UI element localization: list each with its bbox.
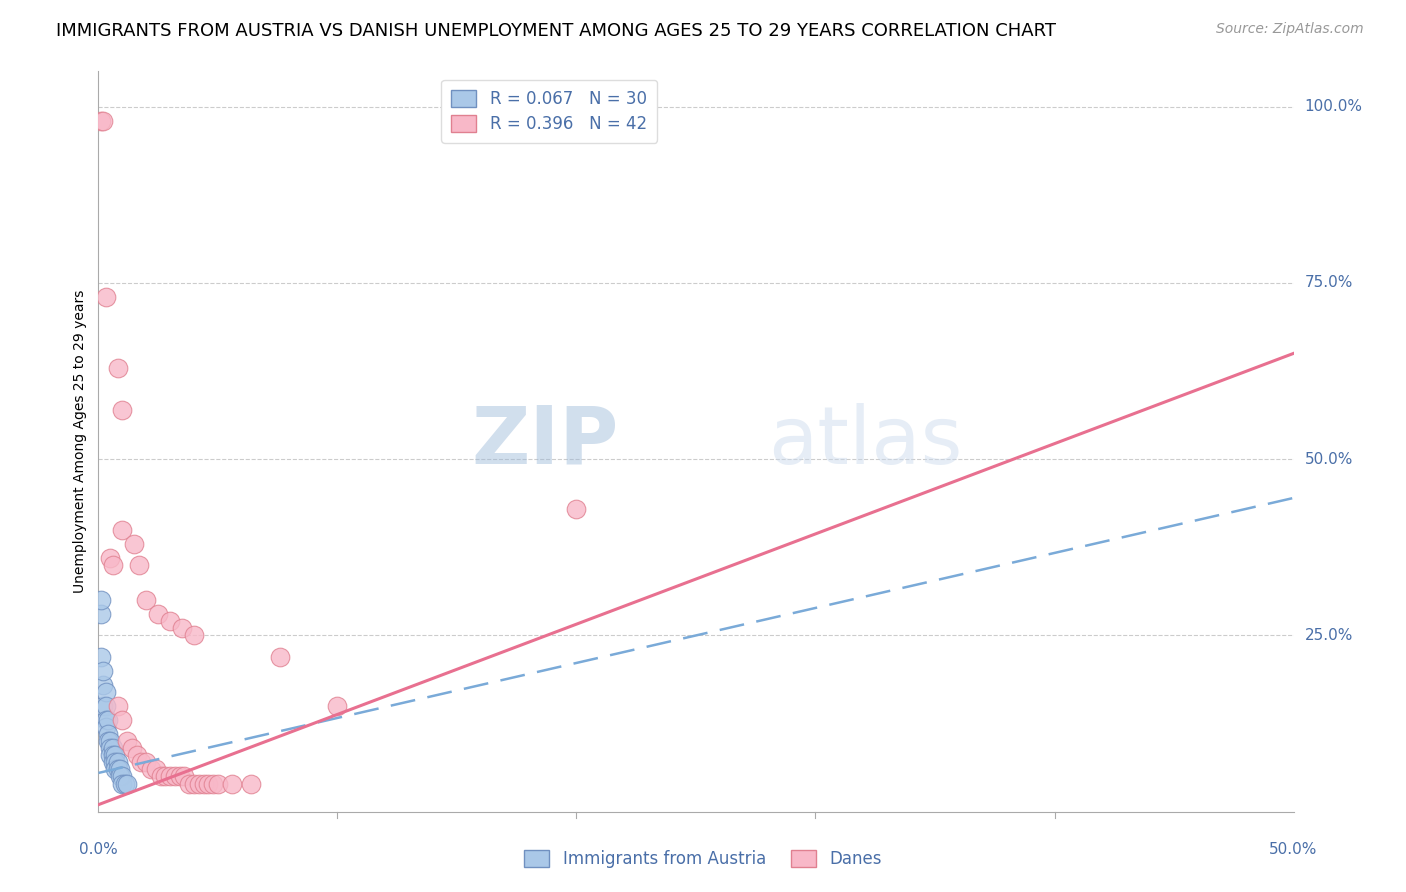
Point	[124, 537, 146, 551]
Point	[565, 501, 588, 516]
Text: atlas: atlas	[768, 402, 962, 481]
Point	[173, 769, 195, 783]
Point	[135, 756, 157, 770]
Point	[101, 748, 124, 763]
Point	[155, 769, 177, 783]
Point	[145, 763, 167, 777]
Point	[159, 615, 181, 629]
Point	[104, 763, 127, 777]
Point	[179, 776, 201, 790]
Point	[91, 698, 114, 713]
Point	[131, 756, 153, 770]
Point	[94, 685, 117, 699]
Point	[125, 748, 148, 763]
Text: Source: ZipAtlas.com: Source: ZipAtlas.com	[1216, 22, 1364, 37]
Point	[111, 769, 134, 783]
Point	[187, 776, 209, 790]
Point	[97, 713, 120, 727]
Legend: Immigrants from Austria, Danes: Immigrants from Austria, Danes	[517, 843, 889, 875]
Point	[94, 720, 117, 734]
Point	[104, 748, 127, 763]
Point	[91, 113, 114, 128]
Point	[169, 769, 191, 783]
Point	[115, 776, 138, 790]
Point	[107, 756, 129, 770]
Point	[207, 776, 229, 790]
Point	[101, 756, 124, 770]
Point	[90, 593, 112, 607]
Point	[148, 607, 170, 622]
Point	[94, 698, 117, 713]
Point	[135, 593, 157, 607]
Point	[90, 649, 112, 664]
Point	[91, 664, 114, 678]
Point	[269, 649, 291, 664]
Y-axis label: Unemployment Among Ages 25 to 29 years: Unemployment Among Ages 25 to 29 years	[73, 290, 87, 593]
Point	[94, 713, 117, 727]
Text: 0.0%: 0.0%	[79, 842, 118, 857]
Point	[114, 776, 136, 790]
Point	[172, 621, 194, 635]
Point	[98, 748, 122, 763]
Point	[163, 769, 186, 783]
Point	[107, 763, 129, 777]
Text: 75.0%: 75.0%	[1305, 276, 1353, 291]
Point	[111, 523, 134, 537]
Point	[197, 776, 219, 790]
Point	[94, 290, 117, 304]
Point	[128, 558, 150, 572]
Point	[111, 713, 134, 727]
Point	[98, 550, 122, 565]
Point	[159, 769, 181, 783]
Point	[101, 558, 124, 572]
Point	[183, 628, 205, 642]
Point	[108, 763, 131, 777]
Point	[115, 734, 138, 748]
Point	[240, 776, 263, 790]
Point	[121, 741, 143, 756]
Point	[98, 734, 122, 748]
Text: 25.0%: 25.0%	[1305, 628, 1353, 643]
Point	[107, 360, 129, 375]
Point	[149, 769, 172, 783]
Point	[202, 776, 225, 790]
Point	[193, 776, 215, 790]
Point	[111, 402, 134, 417]
Point	[91, 678, 114, 692]
Point	[107, 698, 129, 713]
Point	[104, 756, 127, 770]
Point	[183, 776, 205, 790]
Text: 50.0%: 50.0%	[1305, 451, 1353, 467]
Point	[111, 776, 134, 790]
Point	[221, 776, 243, 790]
Text: ZIP: ZIP	[471, 402, 619, 481]
Point	[139, 763, 162, 777]
Point	[108, 769, 131, 783]
Point	[326, 698, 349, 713]
Point	[101, 741, 124, 756]
Text: IMMIGRANTS FROM AUSTRIA VS DANISH UNEMPLOYMENT AMONG AGES 25 TO 29 YEARS CORRELA: IMMIGRANTS FROM AUSTRIA VS DANISH UNEMPL…	[56, 22, 1056, 40]
Point	[90, 607, 112, 622]
Point	[97, 727, 120, 741]
Text: 100.0%: 100.0%	[1305, 99, 1362, 114]
Point	[98, 741, 122, 756]
Legend: R = 0.067   N = 30, R = 0.396   N = 42: R = 0.067 N = 30, R = 0.396 N = 42	[441, 79, 657, 143]
Point	[90, 113, 112, 128]
Text: 50.0%: 50.0%	[1270, 842, 1317, 857]
Point	[97, 734, 120, 748]
